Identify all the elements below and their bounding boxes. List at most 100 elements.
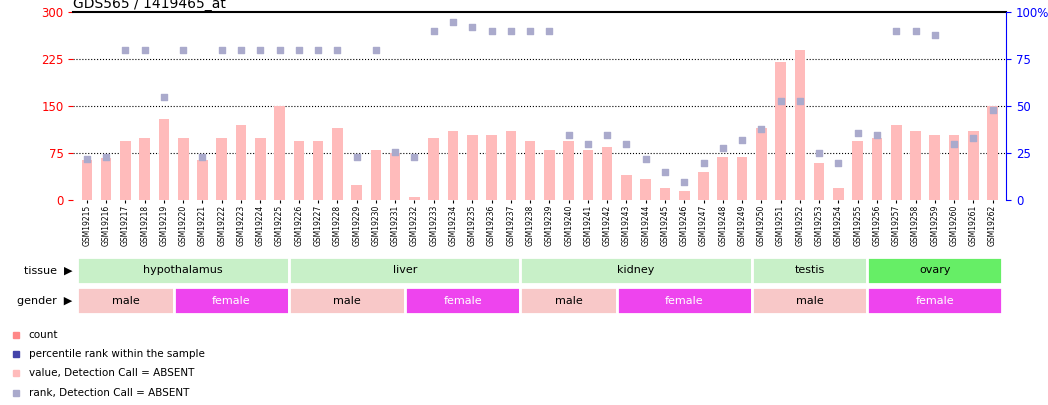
Point [869, 131, 886, 138]
Text: kidney: kidney [617, 265, 655, 275]
Text: GDS565 / 1419465_at: GDS565 / 1419465_at [73, 0, 226, 11]
Bar [289, 287, 405, 314]
Point [830, 160, 847, 166]
Point [387, 148, 403, 155]
Bar [390, 153, 400, 200]
Text: testis: testis [794, 265, 825, 275]
Bar [751, 287, 868, 314]
Bar [640, 179, 651, 200]
Point [908, 28, 924, 34]
Bar [293, 141, 304, 200]
Text: percentile rank within the sample: percentile rank within the sample [29, 349, 204, 359]
Bar [718, 156, 728, 200]
Bar [794, 50, 805, 200]
Point [888, 28, 904, 34]
Bar [78, 287, 174, 314]
Point [561, 131, 577, 138]
Bar [930, 134, 940, 200]
Point [252, 47, 268, 53]
Bar [521, 257, 751, 284]
Point [310, 47, 327, 53]
Point [175, 47, 192, 53]
Point [425, 28, 442, 34]
Bar [409, 197, 420, 200]
Bar [814, 163, 825, 200]
Bar [371, 150, 381, 200]
Bar [486, 134, 497, 200]
Bar [544, 150, 554, 200]
Point [483, 28, 500, 34]
Bar [583, 150, 593, 200]
Point [965, 135, 982, 142]
Point [368, 47, 385, 53]
Point [984, 107, 1001, 113]
Point [214, 47, 231, 53]
Point [811, 150, 828, 157]
Bar [617, 287, 751, 314]
Bar [698, 172, 708, 200]
Point [715, 145, 732, 151]
Bar [852, 141, 863, 200]
Bar [751, 257, 868, 284]
Bar [405, 287, 521, 314]
Bar [948, 134, 959, 200]
Point [541, 28, 558, 34]
Point [233, 47, 249, 53]
Point [849, 130, 866, 136]
Point [676, 178, 693, 185]
Point [79, 156, 95, 162]
Text: female: female [664, 296, 703, 306]
Bar [217, 138, 227, 200]
Bar [197, 160, 208, 200]
Point [580, 141, 596, 147]
Text: female: female [443, 296, 482, 306]
Point [406, 154, 422, 160]
Bar [158, 119, 169, 200]
Point [637, 156, 654, 162]
Bar [429, 138, 439, 200]
Text: liver: liver [393, 265, 417, 275]
Point [502, 28, 519, 34]
Point [695, 160, 712, 166]
Point [329, 47, 346, 53]
Bar [525, 141, 536, 200]
Bar [332, 128, 343, 200]
Bar [121, 141, 131, 200]
Point [772, 98, 789, 104]
Bar [174, 287, 289, 314]
Point [194, 154, 211, 160]
Point [618, 141, 635, 147]
Point [271, 47, 288, 53]
Point [290, 47, 307, 53]
Text: female: female [916, 296, 954, 306]
Bar [737, 156, 747, 200]
Bar [621, 175, 632, 200]
Bar [139, 138, 150, 200]
Bar [351, 185, 362, 200]
Text: gender  ▶: gender ▶ [17, 296, 72, 306]
Text: male: male [795, 296, 824, 306]
Bar [679, 191, 690, 200]
Point [444, 18, 461, 25]
Text: value, Detection Call = ABSENT: value, Detection Call = ABSENT [29, 369, 194, 378]
Bar [101, 158, 111, 200]
Point [926, 32, 943, 38]
Point [136, 47, 153, 53]
Point [155, 94, 172, 100]
Bar [467, 134, 478, 200]
Text: female: female [212, 296, 250, 306]
Bar [447, 131, 458, 200]
Bar [891, 125, 901, 200]
Bar [289, 257, 521, 284]
Bar [756, 128, 767, 200]
Bar [275, 107, 285, 200]
Text: tissue  ▶: tissue ▶ [24, 265, 72, 275]
Point [791, 98, 808, 104]
Bar [776, 62, 786, 200]
Point [945, 141, 962, 147]
Point [734, 137, 750, 143]
Text: male: male [554, 296, 583, 306]
Point [752, 126, 769, 132]
Point [598, 131, 615, 138]
Point [657, 169, 674, 175]
